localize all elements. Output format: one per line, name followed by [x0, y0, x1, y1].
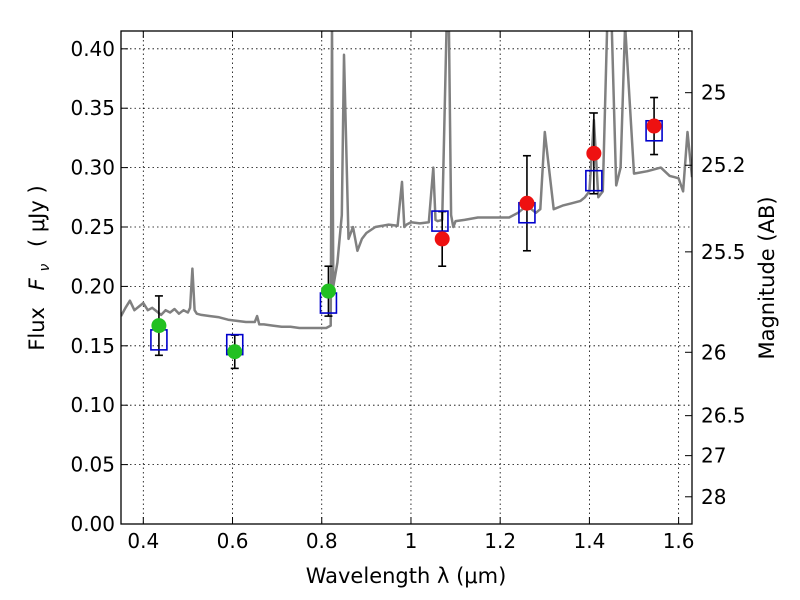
y-axis-label-unit: ( μJy )	[25, 185, 49, 247]
x-tick-labels: 0.4 0.6 0.8 1 1.2 1.4 1.6	[127, 529, 694, 553]
y-tick-label: 0.05	[70, 453, 115, 477]
x-tick-label: 1.4	[573, 529, 605, 553]
y2-tick-label: 26.5	[701, 404, 746, 428]
observed-red-point	[586, 145, 602, 161]
observed-points	[151, 118, 662, 360]
observed-green-point	[320, 283, 336, 299]
x-tick-label: 1	[405, 529, 418, 553]
x-tick-label: 1.6	[663, 529, 695, 553]
y2-tick-label: 25.2	[701, 153, 746, 177]
y-tick-label: 0.25	[70, 215, 115, 239]
y2-tick-label: 26	[701, 340, 726, 364]
y2-tick-labels: 25 25.2 25.5 26 26.5 27 28	[701, 81, 746, 509]
y-axis-label-subscript: ν	[37, 264, 53, 272]
y-tick-label: 0.20	[70, 274, 115, 298]
y-tick-label: 0.40	[70, 37, 115, 61]
axis-ticks	[121, 31, 692, 525]
y2-axis-label: Magnitude (AB)	[755, 196, 779, 359]
y-tick-labels: 0.00 0.05 0.10 0.15 0.20 0.25 0.30 0.35 0.40	[70, 37, 115, 536]
y-tick-label: 0.35	[70, 96, 115, 120]
y2-tick-label: 25	[701, 81, 726, 105]
spectrum-line	[121, 31, 692, 330]
y2-tick-label: 27	[701, 444, 726, 468]
y-tick-label: 0.30	[70, 156, 115, 180]
x-tick-label: 1.2	[484, 529, 516, 553]
plot-area	[121, 31, 692, 370]
x-tick-label: 0.6	[217, 529, 249, 553]
x-tick-label: 0.4	[127, 529, 159, 553]
observed-green-point	[227, 344, 243, 360]
observed-red-point	[646, 118, 662, 134]
model-box	[585, 169, 603, 192]
svg-text:Flux F ν ( μ: Flux F ν ( μJy )	[25, 185, 54, 350]
y-axis-label: Flux F ν ( μJy )	[25, 185, 54, 350]
y-tick-label: 0.00	[70, 512, 115, 536]
y-tick-label: 0.15	[70, 334, 115, 358]
y2-tick-label: 28	[701, 485, 726, 509]
y-axis-label-symbol: F	[25, 277, 49, 290]
grid	[121, 31, 692, 525]
y-tick-label: 0.10	[70, 393, 115, 417]
x-axis-label: Wavelength λ (μm)	[306, 564, 507, 588]
y2-tick-label: 25.5	[701, 240, 746, 264]
observed-green-point	[151, 318, 167, 334]
y-axis-label-text: Flux	[25, 307, 49, 351]
observed-red-point	[519, 195, 535, 211]
observed-red-point	[434, 231, 450, 247]
x-tick-label: 0.8	[306, 529, 338, 553]
plot-frame	[120, 30, 693, 525]
model-box	[431, 210, 449, 232]
